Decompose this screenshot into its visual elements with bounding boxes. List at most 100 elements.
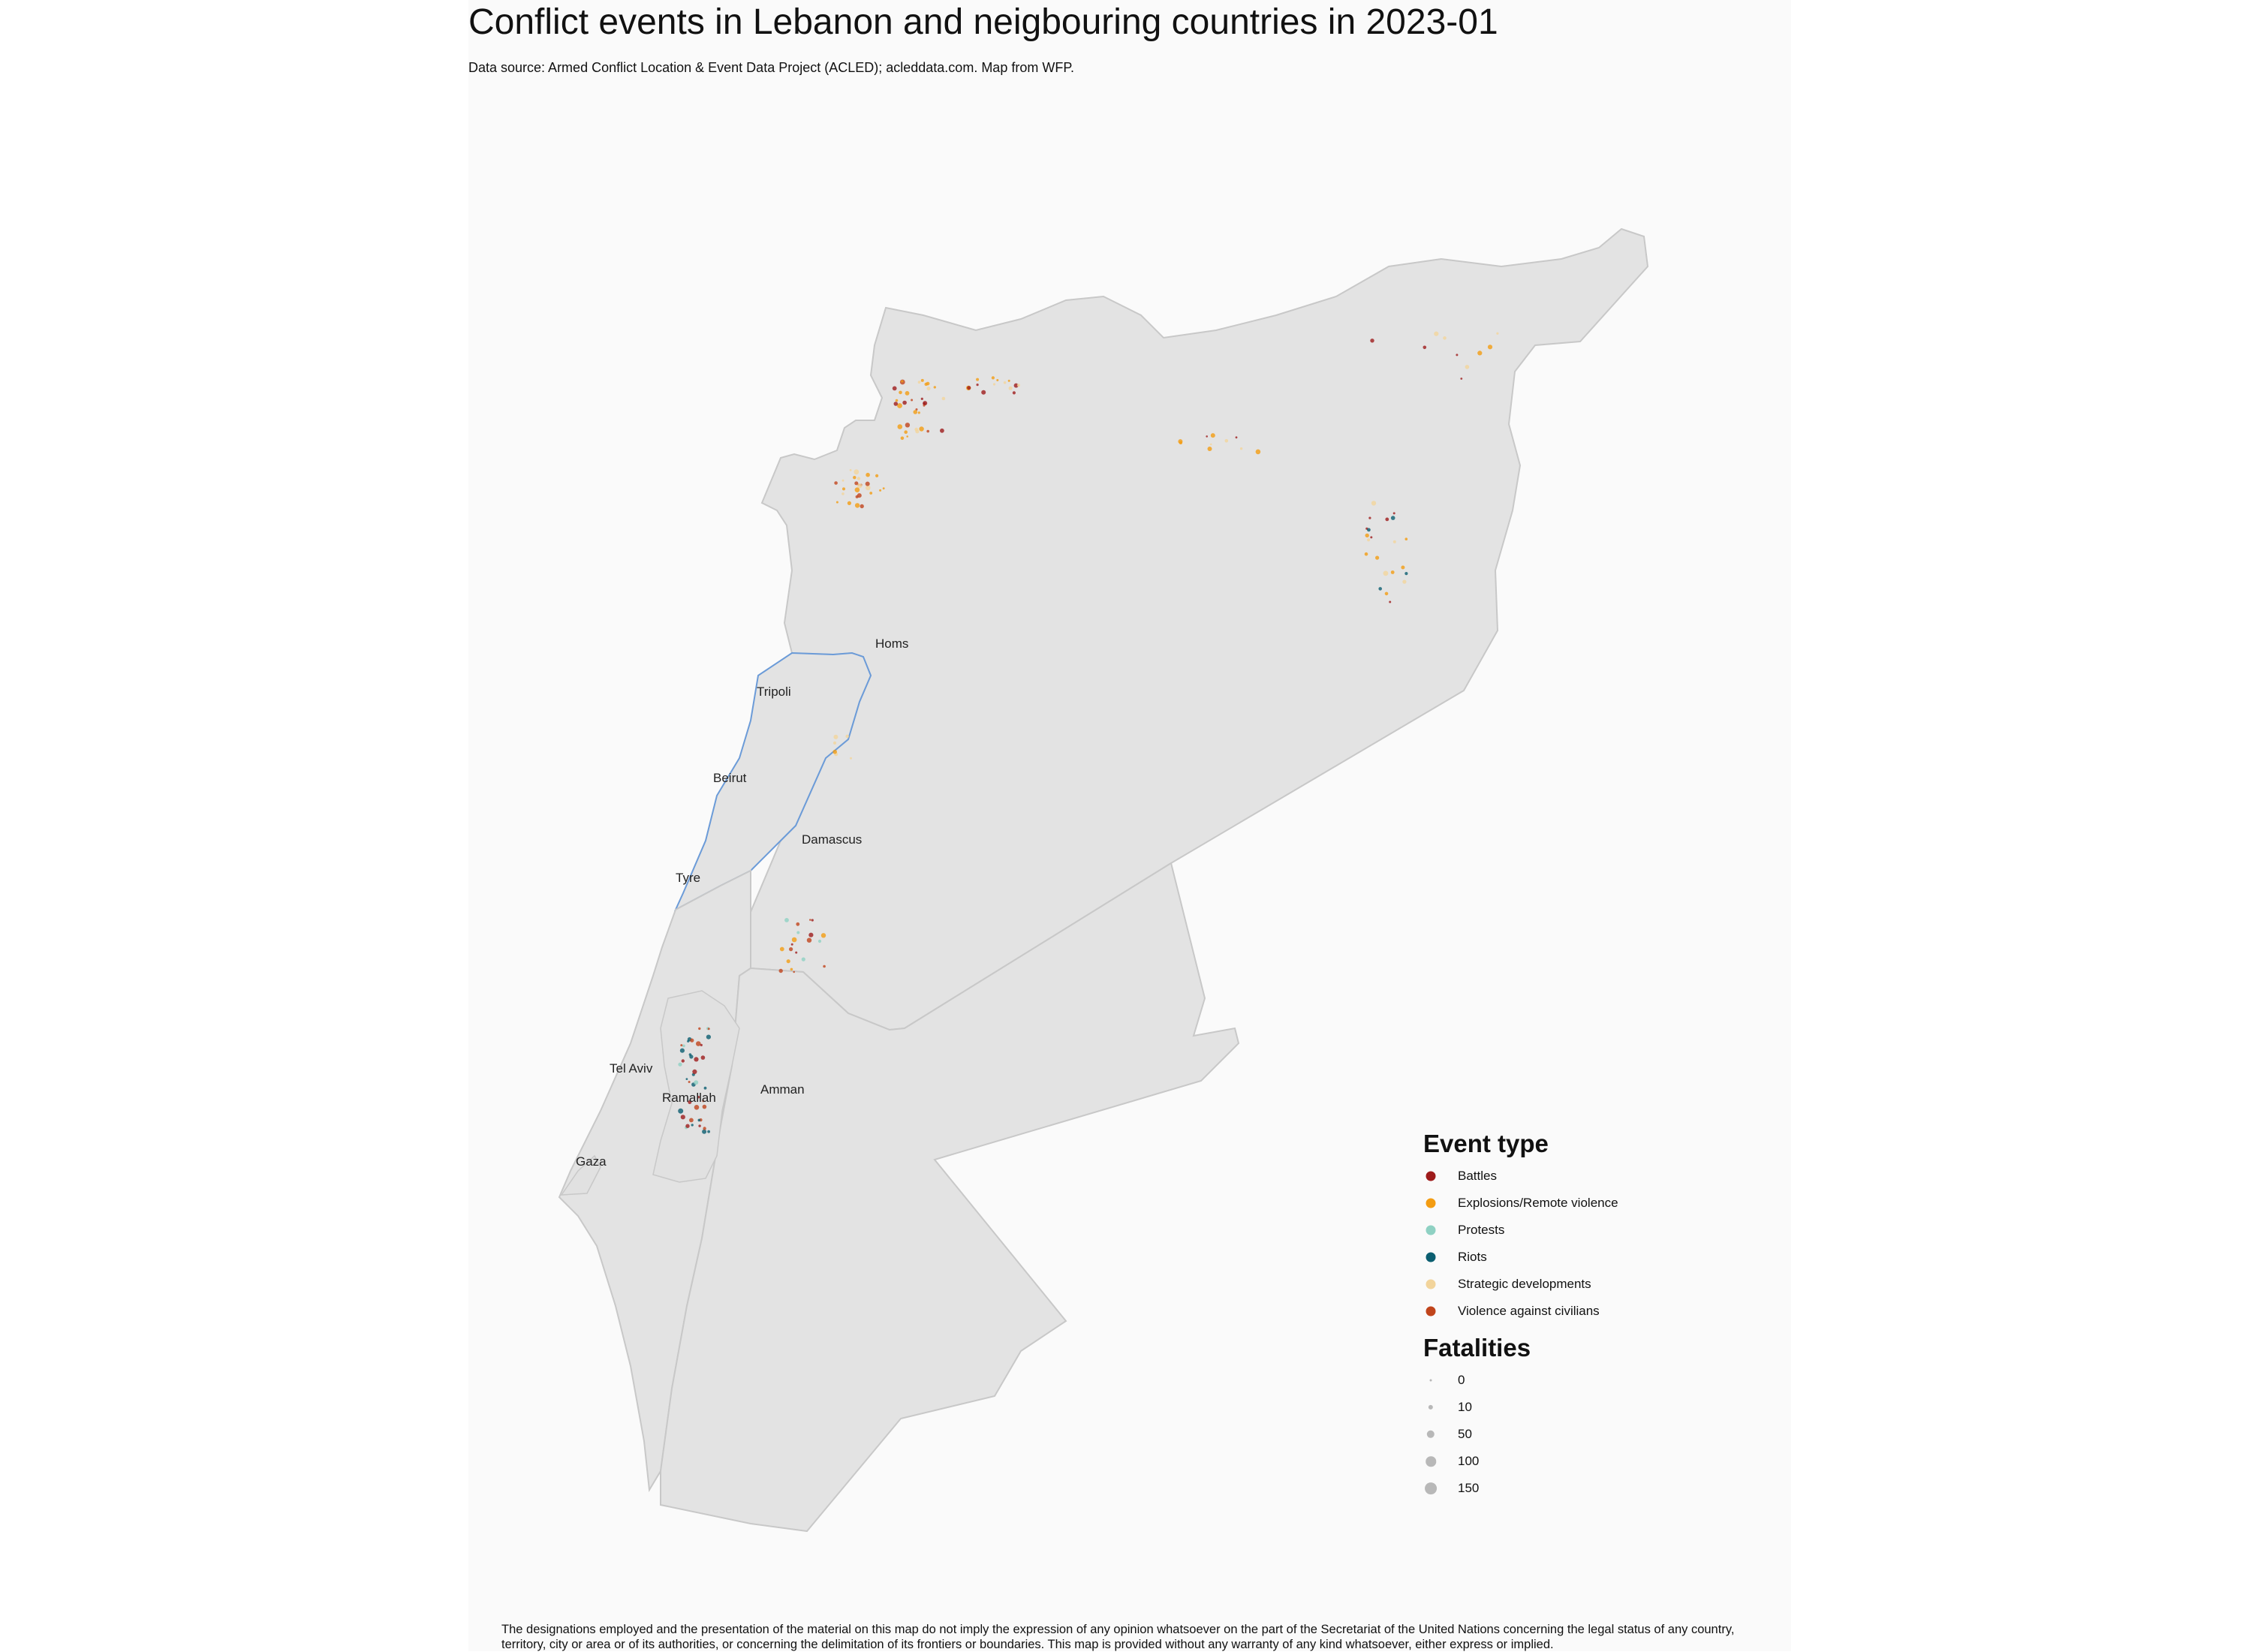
city-label-tel-aviv: Tel Aviv xyxy=(610,1061,653,1076)
event-point xyxy=(1255,449,1261,455)
event-point xyxy=(841,479,844,482)
event-point xyxy=(902,400,907,405)
event-point xyxy=(933,386,937,389)
event-point xyxy=(694,1080,699,1085)
country-jordan xyxy=(660,862,1240,1533)
event-point xyxy=(689,1055,694,1059)
event-point xyxy=(917,411,920,414)
event-point xyxy=(698,1124,701,1127)
event-point xyxy=(1016,384,1020,387)
legend-item-event-type: Battles xyxy=(1423,1163,1549,1190)
event-point xyxy=(854,487,860,492)
map-title: Conflict events in Lebanon and neigbouri… xyxy=(468,2,1498,42)
event-point xyxy=(992,383,996,386)
event-point xyxy=(681,1059,685,1063)
event-point xyxy=(832,749,837,754)
event-point xyxy=(1207,447,1212,451)
legend-label: 10 xyxy=(1458,1400,1472,1414)
event-point xyxy=(897,403,902,408)
legend-item-event-type: Riots xyxy=(1423,1244,1549,1271)
event-point xyxy=(1367,538,1371,542)
event-point xyxy=(1392,540,1396,543)
legend-size-dot xyxy=(1426,1430,1435,1439)
event-point xyxy=(811,919,814,922)
legend-item-fatalities: 0 xyxy=(1423,1367,1549,1394)
event-point xyxy=(796,922,800,926)
map-legend: Event type Battles Explosions/Remote viol… xyxy=(1423,1130,1618,1502)
event-point xyxy=(875,474,879,478)
event-point xyxy=(919,426,924,432)
event-point xyxy=(698,1027,701,1031)
event-point xyxy=(680,1044,683,1047)
event-point xyxy=(900,436,905,441)
event-point xyxy=(688,1100,692,1104)
city-label-ramallah: Ramallah xyxy=(662,1091,716,1105)
event-point xyxy=(809,919,811,921)
event-point xyxy=(1383,570,1389,576)
event-point xyxy=(905,391,910,396)
event-point xyxy=(841,492,844,495)
event-point xyxy=(915,429,920,434)
event-point xyxy=(879,489,882,492)
legend-label: Riots xyxy=(1458,1250,1487,1264)
legend-label: Explosions/Remote violence xyxy=(1458,1196,1618,1210)
event-point xyxy=(1384,591,1389,596)
event-point xyxy=(1364,552,1368,556)
event-point xyxy=(1385,517,1389,522)
legend-item-event-type: Strategic developments xyxy=(1423,1271,1591,1298)
legend-size-dot xyxy=(1425,1482,1437,1494)
event-point xyxy=(924,382,928,387)
legend-item-fatalities: 150 xyxy=(1423,1475,1549,1502)
event-point xyxy=(696,1041,701,1046)
legend-item-fatalities: 50 xyxy=(1423,1421,1549,1448)
event-point xyxy=(1443,336,1447,340)
event-point xyxy=(1206,435,1208,438)
event-point xyxy=(976,383,979,387)
event-point xyxy=(905,423,911,428)
event-point xyxy=(991,376,995,380)
event-point xyxy=(779,946,784,952)
event-point xyxy=(702,1129,707,1134)
event-point xyxy=(1008,386,1013,390)
event-point xyxy=(849,469,852,471)
legend-item-event-type: Explosions/Remote violence xyxy=(1423,1190,1618,1217)
event-point xyxy=(680,1115,685,1120)
event-point xyxy=(899,390,902,395)
disclaimer-caption: The designations employed and the presen… xyxy=(501,1623,1735,1651)
event-point xyxy=(923,401,928,406)
event-point xyxy=(700,1055,706,1060)
region-west-bank xyxy=(652,990,740,1183)
event-point xyxy=(1465,365,1470,369)
event-point xyxy=(1496,332,1499,335)
event-point xyxy=(796,931,800,934)
event-point xyxy=(1375,555,1380,560)
event-point xyxy=(790,943,793,946)
legend-label: 50 xyxy=(1458,1427,1472,1441)
event-point xyxy=(703,1086,707,1090)
event-point xyxy=(1013,383,1019,388)
event-point xyxy=(923,404,926,407)
event-point xyxy=(906,435,908,438)
event-point xyxy=(786,959,790,964)
event-point xyxy=(866,472,870,477)
event-point xyxy=(820,933,826,938)
event-point xyxy=(801,957,805,961)
event-point xyxy=(926,429,929,433)
event-point xyxy=(694,1057,699,1062)
event-point xyxy=(911,399,914,402)
legend-label: 0 xyxy=(1458,1373,1465,1387)
event-point xyxy=(1460,378,1463,380)
city-label-homs: Homs xyxy=(875,636,909,651)
legend-label: Violence against civilians xyxy=(1458,1304,1600,1318)
event-point xyxy=(1003,381,1007,384)
legend-size-dot xyxy=(1429,1379,1432,1382)
event-point xyxy=(689,1118,694,1123)
country-lebanon xyxy=(673,651,872,912)
event-point xyxy=(790,967,793,971)
event-point xyxy=(702,1104,707,1109)
event-point xyxy=(834,481,838,485)
event-point xyxy=(697,1118,701,1122)
event-point xyxy=(967,386,971,390)
event-point xyxy=(679,1048,685,1053)
